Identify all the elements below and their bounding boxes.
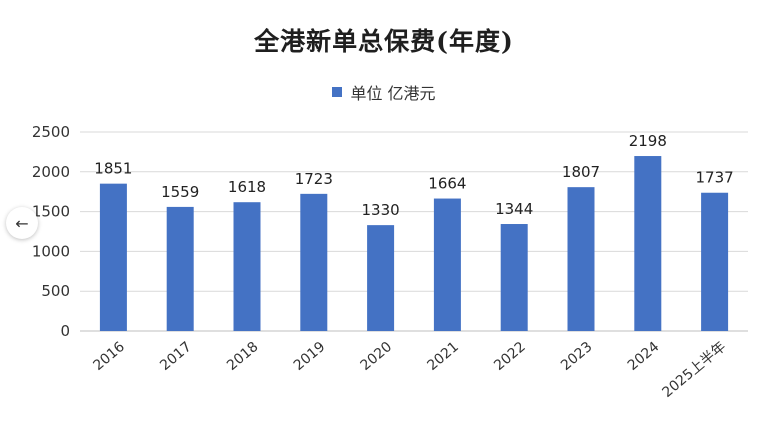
legend-swatch [332,87,343,97]
y-tick-label: 1000 [32,242,70,260]
data-label: 1737 [696,169,734,187]
data-label: 1618 [228,178,266,196]
data-label: 1664 [428,175,466,193]
bar [99,183,127,331]
data-label: 1723 [295,170,333,188]
data-label: 1807 [562,163,600,181]
y-tick-label: 500 [41,282,70,300]
x-tick-label: 2017 [157,339,195,374]
bar [433,198,461,331]
bar [166,206,194,331]
back-button[interactable]: ← [6,207,38,239]
x-tick-label: 2022 [491,339,529,374]
x-tick-label: 2021 [424,339,462,374]
data-label: 1344 [495,200,533,218]
bar [567,187,595,331]
x-tick-label: 2020 [358,339,396,374]
bar [367,225,395,331]
legend: 单位 亿港元 [0,80,768,104]
x-tick-label: 2016 [90,339,128,374]
bar [300,193,328,331]
legend-label: 单位 亿港元 [350,84,436,103]
x-tick-label: 2023 [558,339,596,374]
y-tick-label: 2500 [32,123,70,141]
data-label: 1330 [362,201,400,219]
y-tick-label: 2000 [32,163,70,181]
x-tick-label: 2018 [224,339,262,374]
data-label: 1559 [161,183,199,201]
left-arrow-icon: ← [15,213,29,233]
x-tick-label: 2025上半年 [659,339,729,401]
y-tick-label: 1500 [32,203,70,221]
bar [701,192,729,331]
bar [500,224,528,331]
bar [233,202,261,331]
bar [634,156,662,331]
y-tick-label: 0 [60,322,70,340]
chart-title: 全港新单总保费(年度) [254,27,514,56]
data-label: 2198 [629,132,667,150]
x-tick-label: 2019 [291,339,329,374]
data-label: 1851 [94,160,132,178]
x-tick-label: 2024 [625,339,663,374]
